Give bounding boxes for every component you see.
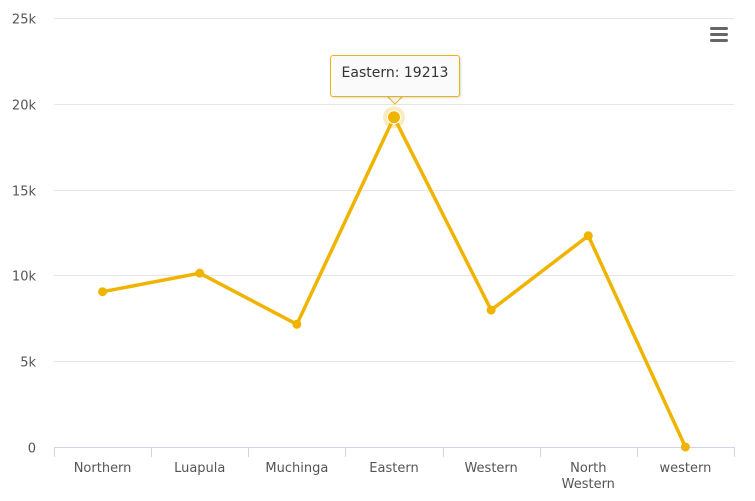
x-tick-label: Luapula — [174, 461, 225, 476]
data-point[interactable] — [680, 442, 690, 452]
x-axis — [54, 447, 735, 457]
y-tick-label: 5k — [20, 356, 36, 371]
tooltip-box — [330, 55, 460, 97]
x-tick-label: Western — [464, 461, 517, 476]
y-tick-label: 10k — [12, 270, 37, 285]
gridlines — [54, 18, 734, 362]
data-point[interactable] — [98, 287, 108, 297]
data-points[interactable] — [98, 106, 690, 452]
data-point-highlighted[interactable] — [387, 110, 401, 125]
data-point[interactable] — [486, 305, 496, 315]
data-point[interactable] — [195, 268, 205, 278]
x-axis-labels: Northern Luapula Muchinga Eastern Western Nor… — [74, 461, 712, 492]
x-tick-label: Eastern — [369, 461, 418, 476]
series-polyline — [100, 115, 688, 449]
x-tick-label: Northern — [74, 461, 132, 476]
tooltip: Eastern: 19213 — [330, 55, 460, 105]
menu-bar — [710, 27, 728, 30]
x-tick-label: North Western — [562, 461, 615, 492]
series-line — [100, 115, 688, 449]
y-tick-label: 20k — [12, 99, 37, 114]
data-point[interactable] — [292, 319, 302, 329]
y-tick-label: 0 — [28, 442, 36, 457]
menu-bar — [710, 39, 728, 42]
hamburger-menu-icon[interactable] — [706, 22, 732, 46]
y-tick-label: 15k — [12, 185, 37, 200]
y-axis-labels: 0 5k 10k 15k 20k 25k — [12, 13, 37, 457]
data-point[interactable] — [583, 231, 593, 241]
y-tick-label: 25k — [12, 13, 37, 28]
tooltip-text: Eastern: 19213 — [341, 65, 449, 81]
menu-bar — [710, 33, 728, 36]
x-tick-label: Muchinga — [265, 461, 328, 476]
x-tick-label: western — [659, 461, 711, 476]
